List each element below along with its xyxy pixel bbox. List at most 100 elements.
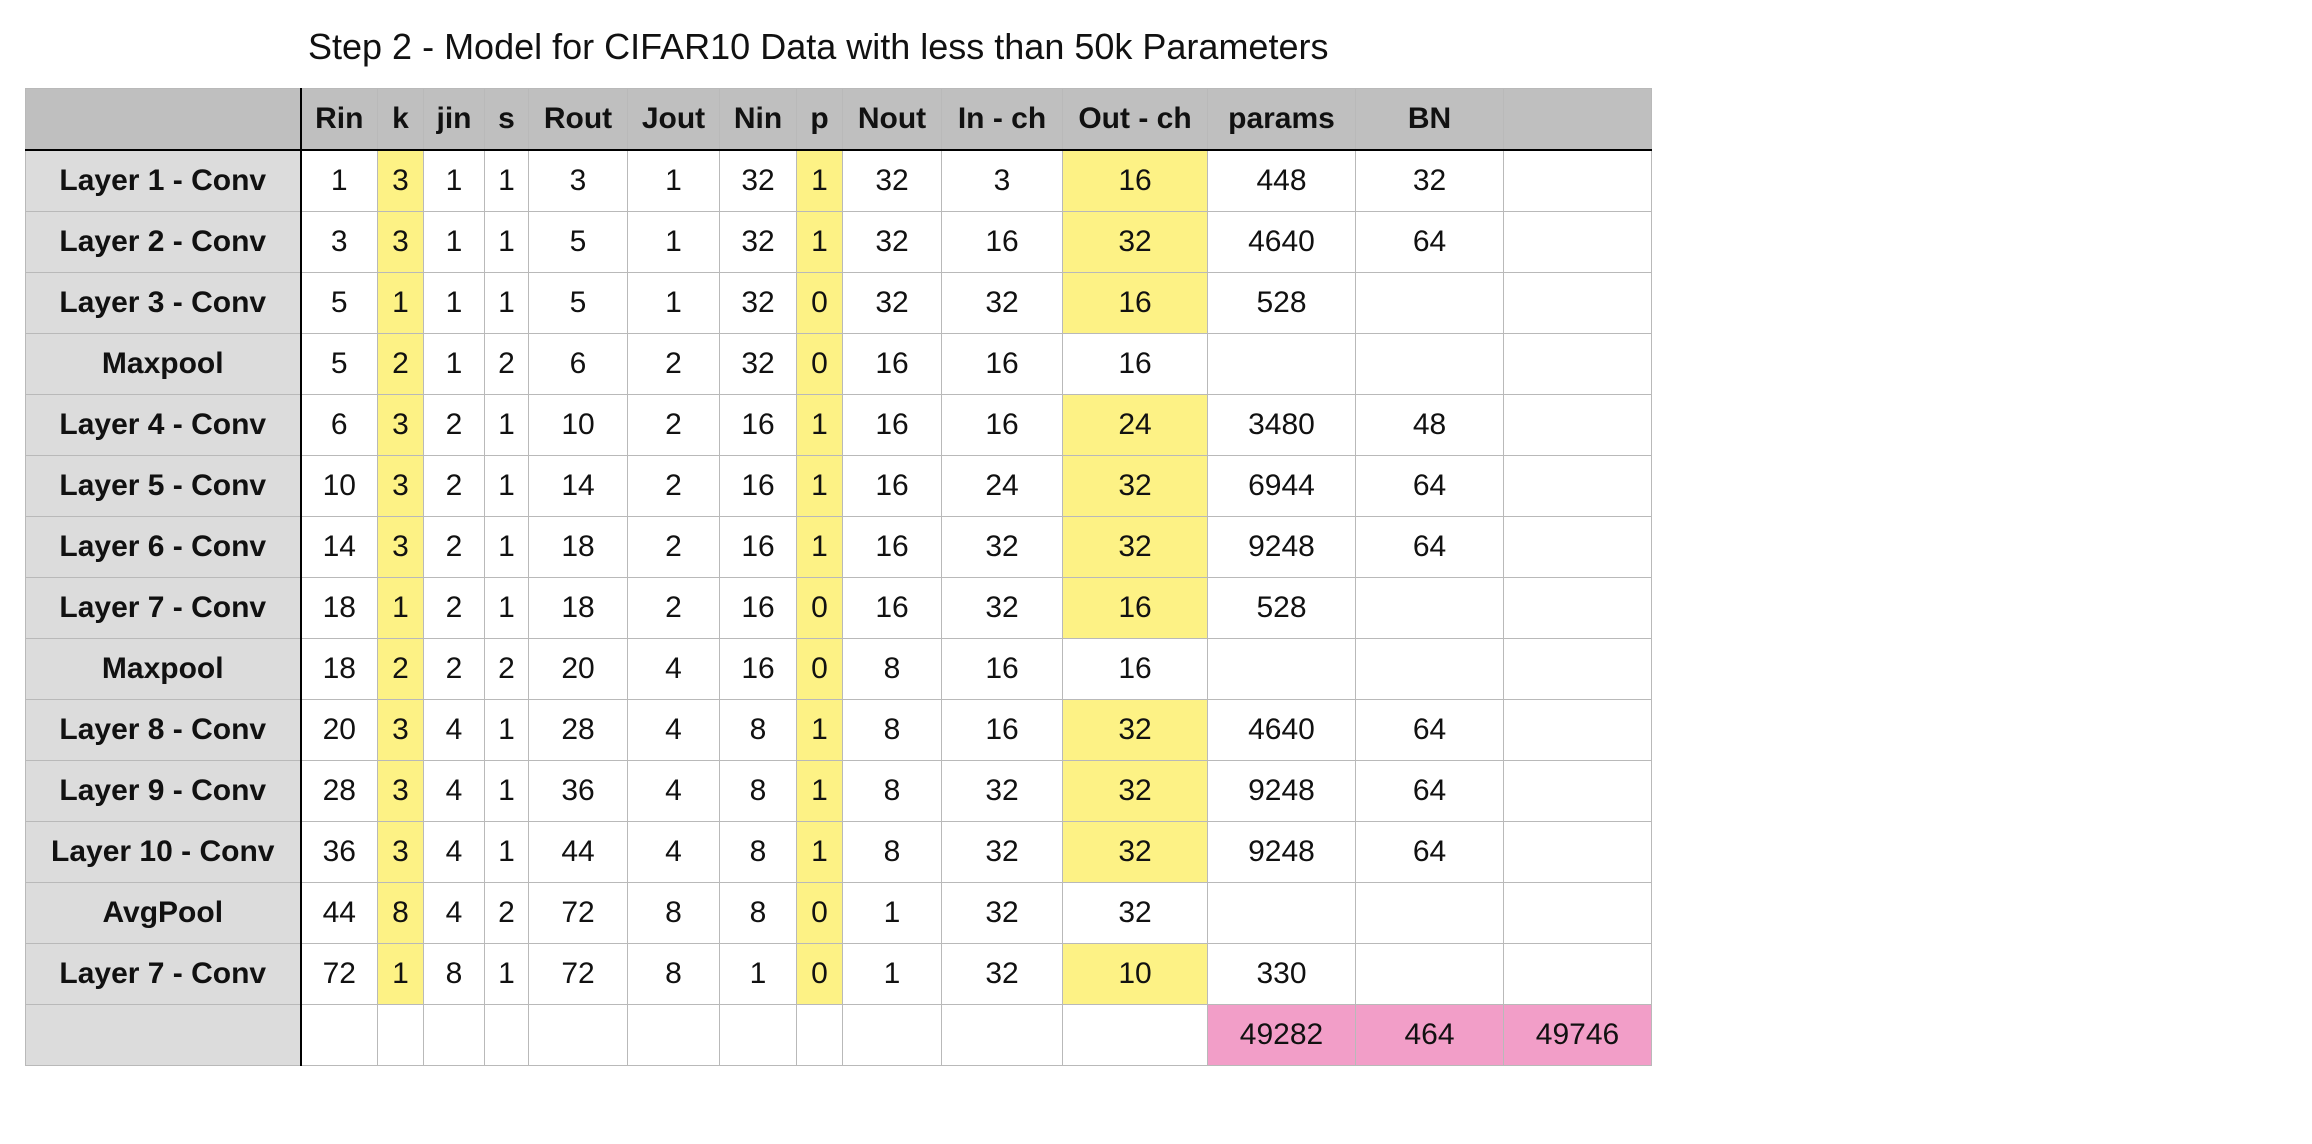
cell-s[interactable]: 1 [484,211,529,273]
cell-rout[interactable]: 18 [528,577,628,639]
cell-rout[interactable]: 72 [528,943,628,1005]
cell-p[interactable]: 1 [796,760,843,822]
cell-jout[interactable]: 1 [627,149,720,212]
cell-out-ch[interactable]: 16 [1062,638,1208,700]
cell-jin[interactable]: 2 [423,455,485,517]
cell-jin[interactable]: 4 [423,882,485,944]
column-header-bn[interactable]: BN [1355,88,1504,151]
column-header-params[interactable]: params [1207,88,1356,151]
cell-s[interactable]: 1 [484,577,529,639]
cell-total[interactable] [1503,211,1652,273]
cell-nin[interactable]: 16 [719,577,797,639]
cell-out-ch[interactable]: 32 [1062,760,1208,822]
cell-jin[interactable]: 4 [423,699,485,761]
cell-total[interactable] [1503,699,1652,761]
cell-rin[interactable]: 72 [300,943,378,1005]
cell-nout[interactable]: 16 [842,455,942,517]
cell-nin[interactable]: 8 [719,760,797,822]
cell-jout[interactable]: 1 [627,211,720,273]
row-label[interactable]: Layer 4 - Conv [25,394,302,456]
cell-rout[interactable]: 72 [528,882,628,944]
cell-p[interactable]: 0 [796,882,843,944]
cell-k[interactable]: 3 [377,455,424,517]
cell-bn[interactable]: 64 [1355,821,1504,883]
cell-out-ch[interactable]: 32 [1062,516,1208,578]
cell-params[interactable]: 4640 [1207,699,1356,761]
cell-s[interactable]: 1 [484,455,529,517]
cell-s[interactable] [484,1004,529,1066]
cell-nin[interactable]: 1 [719,943,797,1005]
cell-k[interactable]: 1 [377,577,424,639]
cell-p[interactable]: 0 [796,638,843,700]
cell-rout[interactable]: 5 [528,211,628,273]
cell-s[interactable]: 1 [484,272,529,334]
cell-params[interactable]: 528 [1207,577,1356,639]
cell-in-ch[interactable]: 16 [941,699,1063,761]
cell-s[interactable]: 1 [484,149,529,212]
cell-nin[interactable]: 16 [719,455,797,517]
cell-p[interactable]: 1 [796,455,843,517]
cell-nin[interactable] [719,1004,797,1066]
cell-rout[interactable]: 20 [528,638,628,700]
cell-bn[interactable]: 64 [1355,760,1504,822]
row-label[interactable]: Layer 10 - Conv [25,821,302,883]
cell-rout[interactable]: 28 [528,699,628,761]
cell-rin[interactable]: 18 [300,577,378,639]
column-header-nin[interactable]: Nin [719,88,797,151]
cell-in-ch[interactable] [941,1004,1063,1066]
cell-params[interactable] [1207,638,1356,700]
cell-total[interactable] [1503,272,1652,334]
cell-nout[interactable]: 32 [842,272,942,334]
column-header-rout[interactable]: Rout [528,88,628,151]
cell-in-ch[interactable]: 16 [941,394,1063,456]
cell-rin[interactable]: 3 [300,211,378,273]
row-label[interactable]: Layer 9 - Conv [25,760,302,822]
cell-k[interactable]: 2 [377,638,424,700]
column-header-nout[interactable]: Nout [842,88,942,151]
column-header-s[interactable]: s [484,88,529,151]
cell-s[interactable]: 1 [484,760,529,822]
cell-params[interactable]: 9248 [1207,760,1356,822]
cell-jout[interactable]: 8 [627,882,720,944]
cell-jout[interactable]: 4 [627,699,720,761]
cell-nout[interactable]: 8 [842,760,942,822]
cell-nin[interactable]: 16 [719,638,797,700]
cell-in-ch[interactable]: 16 [941,211,1063,273]
cell-jout[interactable]: 2 [627,577,720,639]
column-header-out-ch[interactable]: Out - ch [1062,88,1208,151]
row-label[interactable]: Layer 6 - Conv [25,516,302,578]
cell-total[interactable] [1503,760,1652,822]
cell-in-ch[interactable]: 32 [941,516,1063,578]
column-header-corner[interactable] [25,88,302,151]
cell-nin[interactable]: 8 [719,821,797,883]
cell-jin[interactable]: 2 [423,394,485,456]
cell-jout[interactable]: 4 [627,760,720,822]
cell-nout[interactable]: 16 [842,516,942,578]
cell-rin[interactable] [300,1004,378,1066]
cell-k[interactable]: 3 [377,699,424,761]
cell-params[interactable]: 9248 [1207,516,1356,578]
cell-p[interactable] [796,1004,843,1066]
cell-jin[interactable]: 2 [423,577,485,639]
cell-jout[interactable]: 1 [627,272,720,334]
cell-rout[interactable]: 14 [528,455,628,517]
cell-p[interactable]: 1 [796,394,843,456]
cell-p[interactable]: 0 [796,333,843,395]
row-label[interactable]: Maxpool [25,638,302,700]
cell-rin[interactable]: 10 [300,455,378,517]
cell-rout[interactable]: 6 [528,333,628,395]
column-header-jout[interactable]: Jout [627,88,720,151]
column-header-jin[interactable]: jin [423,88,485,151]
cell-jin[interactable] [423,1004,485,1066]
cell-rin[interactable]: 20 [300,699,378,761]
cell-in-ch[interactable]: 32 [941,943,1063,1005]
cell-params[interactable] [1207,882,1356,944]
cell-rout[interactable]: 3 [528,149,628,212]
cell-s[interactable]: 2 [484,882,529,944]
cell-params[interactable]: 330 [1207,943,1356,1005]
cell-nin[interactable]: 32 [719,211,797,273]
cell-total[interactable] [1503,394,1652,456]
cell-total[interactable] [1503,333,1652,395]
cell-k[interactable]: 3 [377,149,424,212]
cell-jin[interactable]: 8 [423,943,485,1005]
